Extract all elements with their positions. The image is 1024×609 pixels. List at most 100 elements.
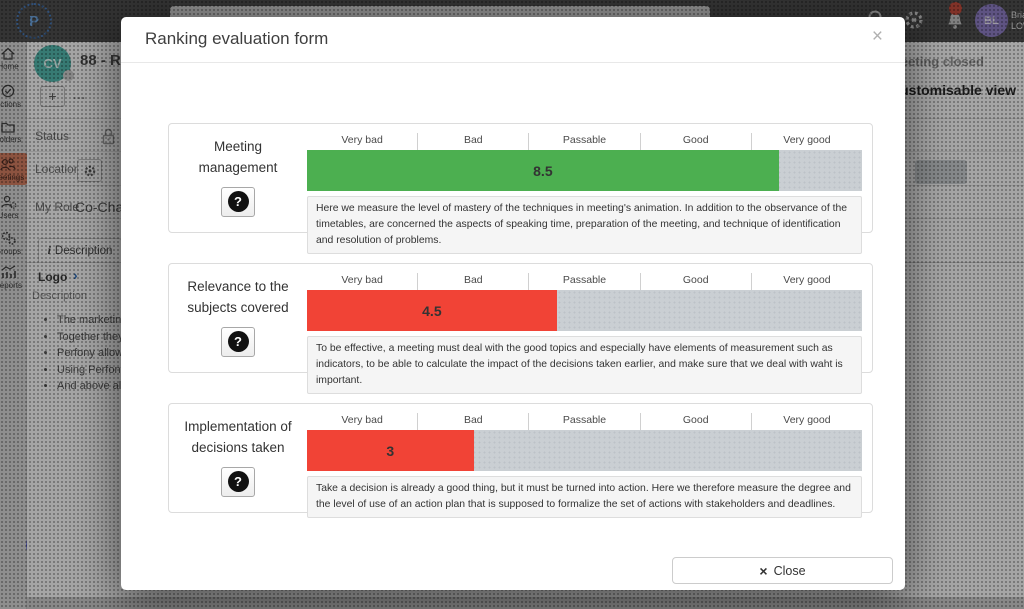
chevron-right-icon[interactable]: › <box>73 267 78 283</box>
scale-label: Bad <box>417 133 528 150</box>
perfony-logo-icon[interactable]: P <box>16 3 52 39</box>
sidebar-item-meetings[interactable]: Meetings <box>0 153 28 185</box>
user-name-line2: LOW <box>1011 21 1024 32</box>
scale-label: Good <box>639 273 751 290</box>
scale-label: Very bad <box>341 414 383 426</box>
rating-title: Relevance to the subjects covered <box>187 279 289 315</box>
settings-gear-icon[interactable] <box>902 8 926 32</box>
close-button-label: Close <box>773 563 806 578</box>
gear-icon <box>84 165 95 176</box>
help-button[interactable]: ? <box>221 466 255 497</box>
help-button[interactable]: ? <box>221 186 255 217</box>
sidebar-item-label: Meetings <box>0 173 28 182</box>
status-label: Status <box>35 129 69 143</box>
home-icon <box>1 47 15 60</box>
rating-bar-fill: 8.5 <box>307 150 779 191</box>
sidebar: Home Actions Folders Meetings Users Grou… <box>0 42 28 609</box>
location-label: Location <box>35 162 80 176</box>
my-role-value: Co-Chair <box>75 199 131 215</box>
scale-label: Very good <box>750 273 862 290</box>
rating-scale: Very bad Bad Passable Good Very good <box>307 133 862 150</box>
users-icon <box>0 195 17 209</box>
sidebar-item-label: Actions <box>0 100 28 109</box>
field-value-chip <box>915 160 967 184</box>
ranking-evaluation-modal: Ranking evaluation form × Meeting manage… <box>121 17 905 590</box>
meetings-people-icon <box>0 158 16 171</box>
modal-title: Ranking evaluation form <box>145 29 329 48</box>
tab-description-label: Description <box>55 245 113 257</box>
sidebar-item-label: Groups <box>0 247 28 256</box>
page-footer-strip <box>27 597 1024 609</box>
scale-label: Good <box>639 133 751 150</box>
sidebar-item-reports[interactable]: Reports <box>0 264 28 290</box>
tab-description[interactable]: i Description <box>38 238 122 262</box>
notifications-bell-icon[interactable] <box>944 10 966 32</box>
add-button[interactable]: + <box>40 86 65 107</box>
sidebar-item-home[interactable]: Home <box>0 46 28 71</box>
info-icon: i <box>48 243 51 258</box>
meeting-avatar-status-dot <box>63 70 74 81</box>
actions-check-icon <box>1 84 15 98</box>
rating-card-meeting-management: Meeting management ? Very bad Bad Passab… <box>168 123 873 255</box>
sidebar-item-users[interactable]: Users <box>0 194 28 220</box>
question-mark-icon: ? <box>227 471 249 493</box>
meeting-title: 88 - Re <box>80 52 129 69</box>
scale-label: Very good <box>750 413 862 430</box>
rating-bar-fill: 3 <box>307 430 474 471</box>
more-options-button[interactable]: ... <box>73 88 86 102</box>
scale-label: Very bad <box>341 274 383 286</box>
sidebar-item-label: Home <box>0 62 28 71</box>
scale-label: Bad <box>417 273 528 290</box>
rating-description: Here we measure the level of mastery of … <box>307 196 862 255</box>
reports-chart-icon <box>1 265 16 278</box>
rating-description: To be effective, a meeting must deal wit… <box>307 336 862 395</box>
user-name: Bria LOW <box>1011 10 1024 32</box>
rating-value: 4.5 <box>422 302 442 319</box>
sidebar-item-folders[interactable]: Folders <box>0 120 28 144</box>
scale-label: Very bad <box>341 134 383 146</box>
list-item: Together they <box>57 331 129 343</box>
user-avatar[interactable]: BL <box>975 4 1008 37</box>
rating-bar-track[interactable]: 4.5 <box>307 290 862 331</box>
description-section-label: Description <box>32 290 87 302</box>
user-name-line1: Bria <box>1011 10 1024 21</box>
close-x-icon: × <box>759 562 768 579</box>
description-bullet-list: The marketing Together they Perfony allo… <box>57 314 129 397</box>
scale-label: Very good <box>750 133 862 150</box>
rating-value: 8.5 <box>533 162 553 179</box>
list-item: The marketing <box>57 314 129 326</box>
sidebar-item-actions[interactable]: Actions <box>0 83 28 109</box>
rating-scale: Very bad Bad Passable Good Very good <box>307 413 862 430</box>
sidebar-item-groups[interactable]: Groups <box>0 230 28 256</box>
groups-gears-icon <box>1 231 16 245</box>
list-item: Perfony allows <box>57 347 129 359</box>
rating-title: Meeting management <box>198 139 278 175</box>
sidebar-item-label: Folders <box>0 135 28 144</box>
meeting-closed-status: Meeting closed <box>890 54 984 69</box>
scale-label: Passable <box>528 133 639 150</box>
scale-label: Passable <box>528 413 639 430</box>
list-item: Using Perfony <box>57 364 129 376</box>
my-role-label: My Role <box>35 200 79 214</box>
scale-label: Passable <box>528 273 639 290</box>
question-mark-icon: ? <box>227 331 249 353</box>
rating-card-relevance: Relevance to the subjects covered ? Very… <box>168 263 873 395</box>
help-button[interactable]: ? <box>221 326 255 357</box>
close-icon[interactable]: × <box>871 26 883 47</box>
rating-bar-track[interactable]: 8.5 <box>307 150 862 191</box>
customisable-view-label: Customisable view <box>890 82 1016 98</box>
sidebar-item-label: Users <box>0 211 28 220</box>
rating-bar-fill: 4.5 <box>307 290 557 331</box>
rating-title: Implementation of decisions taken <box>184 419 292 455</box>
scale-label: Bad <box>417 413 528 430</box>
rating-bar-track[interactable]: 3 <box>307 430 862 471</box>
scale-label: Good <box>639 413 751 430</box>
meeting-avatar: CV <box>34 45 71 82</box>
question-mark-icon: ? <box>227 191 249 213</box>
modal-header: Ranking evaluation form × <box>121 17 905 63</box>
close-button[interactable]: × Close <box>672 557 893 584</box>
logo-section-label: Logo <box>38 270 67 284</box>
location-settings-button[interactable] <box>77 159 102 182</box>
lock-icon <box>99 126 118 147</box>
